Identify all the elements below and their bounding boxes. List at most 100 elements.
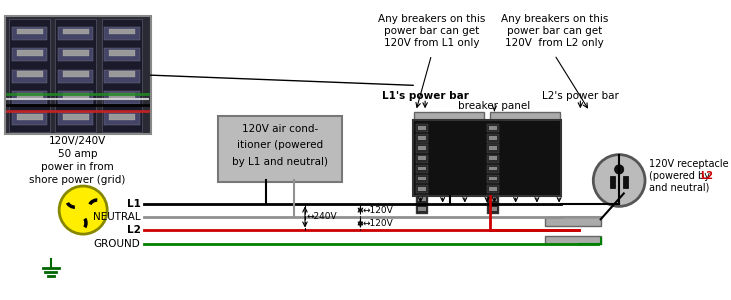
FancyBboxPatch shape xyxy=(12,48,47,61)
Text: GROUND: GROUND xyxy=(94,239,140,249)
FancyBboxPatch shape xyxy=(489,146,497,150)
FancyBboxPatch shape xyxy=(545,236,601,244)
FancyBboxPatch shape xyxy=(610,176,616,188)
FancyBboxPatch shape xyxy=(417,177,426,181)
FancyBboxPatch shape xyxy=(487,154,499,163)
FancyBboxPatch shape xyxy=(105,70,140,83)
Text: 120V from L1 only: 120V from L1 only xyxy=(384,38,480,48)
Text: NEUTRAL: NEUTRAL xyxy=(93,212,140,221)
Text: Any breakers on this: Any breakers on this xyxy=(378,14,485,24)
FancyBboxPatch shape xyxy=(487,206,499,214)
FancyBboxPatch shape xyxy=(417,146,426,150)
FancyBboxPatch shape xyxy=(63,29,88,34)
FancyBboxPatch shape xyxy=(416,145,428,153)
FancyBboxPatch shape xyxy=(487,195,499,204)
FancyBboxPatch shape xyxy=(487,124,499,132)
FancyBboxPatch shape xyxy=(416,185,428,194)
Text: (powered by: (powered by xyxy=(648,171,713,181)
FancyBboxPatch shape xyxy=(58,70,94,83)
FancyBboxPatch shape xyxy=(489,167,497,170)
FancyBboxPatch shape xyxy=(489,126,497,130)
Text: ↔120V: ↔120V xyxy=(363,219,393,228)
FancyBboxPatch shape xyxy=(105,112,140,125)
Text: L1's power bar: L1's power bar xyxy=(382,92,469,101)
FancyBboxPatch shape xyxy=(489,197,497,201)
FancyBboxPatch shape xyxy=(487,145,499,153)
Circle shape xyxy=(615,165,624,174)
Text: and neutral): and neutral) xyxy=(648,183,709,193)
FancyBboxPatch shape xyxy=(490,112,560,120)
FancyBboxPatch shape xyxy=(487,165,499,173)
Text: 120V receptacle: 120V receptacle xyxy=(648,159,728,169)
Text: ↔120V: ↔120V xyxy=(363,206,393,214)
Text: Any breakers on this: Any breakers on this xyxy=(501,14,608,24)
FancyBboxPatch shape xyxy=(4,16,151,134)
FancyBboxPatch shape xyxy=(414,112,484,120)
FancyBboxPatch shape xyxy=(17,114,42,119)
FancyBboxPatch shape xyxy=(218,116,342,182)
FancyBboxPatch shape xyxy=(489,136,497,140)
FancyBboxPatch shape xyxy=(17,71,42,77)
FancyBboxPatch shape xyxy=(17,93,42,98)
FancyBboxPatch shape xyxy=(12,112,47,125)
FancyBboxPatch shape xyxy=(416,154,428,163)
FancyBboxPatch shape xyxy=(12,91,47,104)
FancyBboxPatch shape xyxy=(105,48,140,61)
FancyBboxPatch shape xyxy=(109,29,135,34)
FancyBboxPatch shape xyxy=(105,27,140,40)
Text: breaker panel: breaker panel xyxy=(458,100,531,111)
Circle shape xyxy=(594,154,645,206)
FancyBboxPatch shape xyxy=(417,187,426,191)
FancyBboxPatch shape xyxy=(102,19,143,131)
FancyBboxPatch shape xyxy=(413,120,561,196)
Text: shore power (grid): shore power (grid) xyxy=(29,175,126,184)
FancyBboxPatch shape xyxy=(416,165,428,173)
FancyBboxPatch shape xyxy=(487,134,499,142)
FancyBboxPatch shape xyxy=(63,114,88,119)
FancyBboxPatch shape xyxy=(58,91,94,104)
Text: L2's power bar: L2's power bar xyxy=(542,92,618,101)
FancyBboxPatch shape xyxy=(417,126,426,130)
Text: ↔240V: ↔240V xyxy=(307,212,338,221)
FancyBboxPatch shape xyxy=(63,71,88,77)
FancyBboxPatch shape xyxy=(58,48,94,61)
FancyBboxPatch shape xyxy=(487,185,499,194)
FancyBboxPatch shape xyxy=(416,206,428,214)
FancyBboxPatch shape xyxy=(58,27,94,40)
FancyBboxPatch shape xyxy=(416,175,428,183)
FancyBboxPatch shape xyxy=(417,167,426,170)
Text: 50 amp: 50 amp xyxy=(58,149,97,159)
FancyBboxPatch shape xyxy=(58,112,94,125)
Text: 120V/240V: 120V/240V xyxy=(49,136,106,146)
FancyBboxPatch shape xyxy=(416,134,428,142)
Text: power bar can get: power bar can get xyxy=(384,26,480,36)
FancyBboxPatch shape xyxy=(109,50,135,56)
FancyBboxPatch shape xyxy=(17,50,42,56)
FancyBboxPatch shape xyxy=(10,19,50,131)
Circle shape xyxy=(59,186,107,234)
FancyBboxPatch shape xyxy=(545,218,601,226)
FancyBboxPatch shape xyxy=(489,207,497,211)
Text: 120V air cond-: 120V air cond- xyxy=(242,124,318,134)
FancyBboxPatch shape xyxy=(417,136,426,140)
FancyBboxPatch shape xyxy=(12,70,47,83)
FancyBboxPatch shape xyxy=(489,187,497,191)
Text: by L1 and neutral): by L1 and neutral) xyxy=(232,157,328,167)
FancyBboxPatch shape xyxy=(109,114,135,119)
FancyBboxPatch shape xyxy=(417,157,426,160)
FancyBboxPatch shape xyxy=(417,207,426,211)
FancyBboxPatch shape xyxy=(56,19,96,131)
FancyBboxPatch shape xyxy=(489,157,497,160)
Text: L1: L1 xyxy=(126,199,140,208)
Text: L2: L2 xyxy=(700,171,713,181)
FancyBboxPatch shape xyxy=(17,29,42,34)
FancyBboxPatch shape xyxy=(109,71,135,77)
FancyBboxPatch shape xyxy=(487,175,499,183)
Text: power bar can get: power bar can get xyxy=(507,26,602,36)
FancyBboxPatch shape xyxy=(489,177,497,181)
FancyBboxPatch shape xyxy=(63,93,88,98)
FancyBboxPatch shape xyxy=(416,124,428,132)
FancyBboxPatch shape xyxy=(417,197,426,201)
Text: itioner (powered: itioner (powered xyxy=(237,140,323,150)
Text: power in from: power in from xyxy=(41,162,114,172)
